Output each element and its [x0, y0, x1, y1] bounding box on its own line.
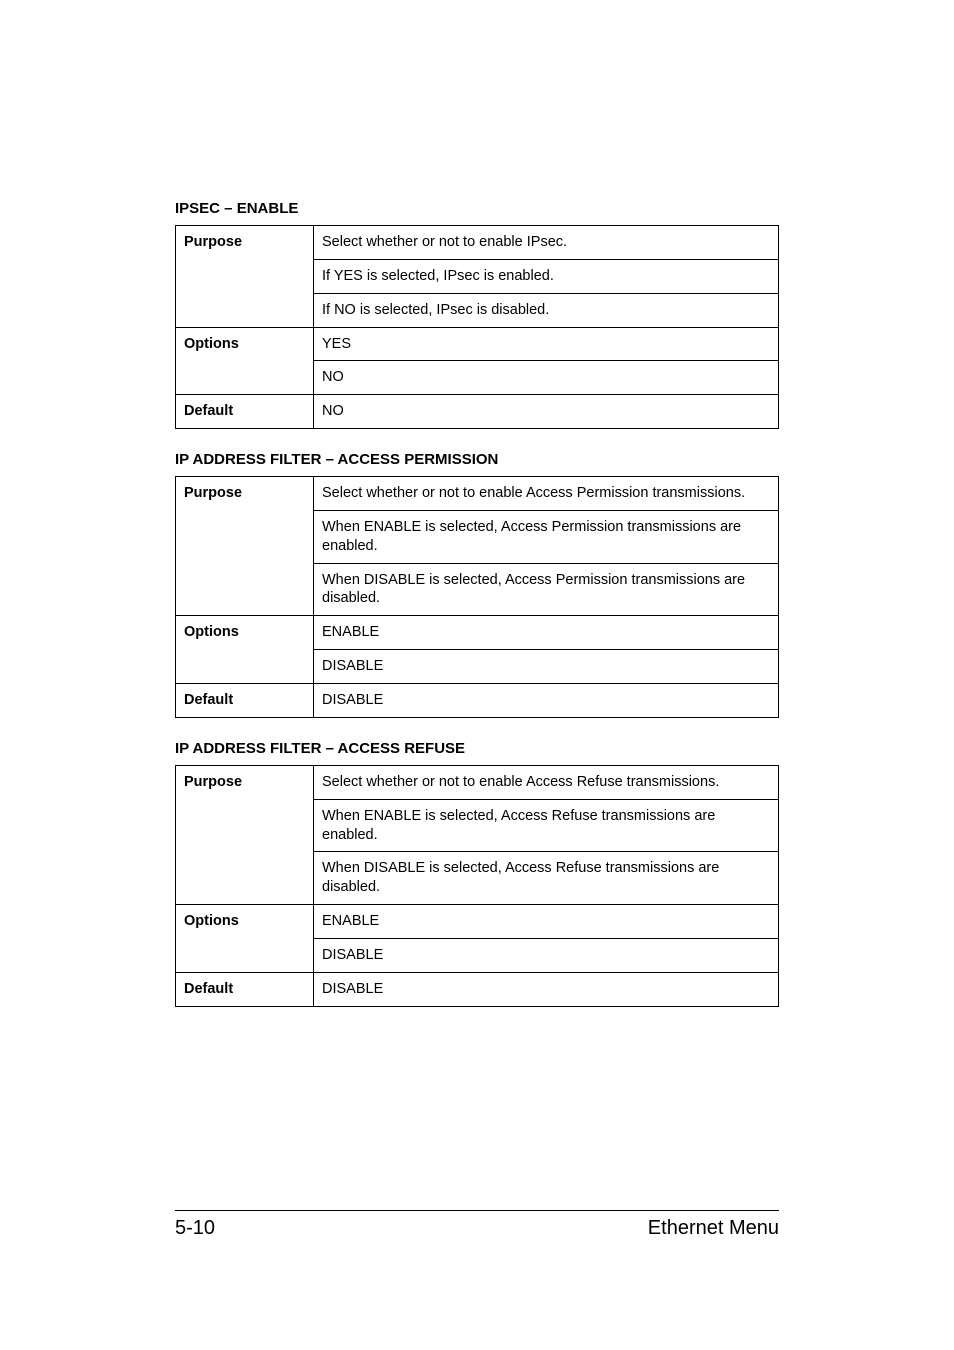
table-row: Options ENABLE [176, 905, 779, 939]
purpose-text: If YES is selected, IPsec is enabled. [314, 259, 779, 293]
footer-line: 5-10 Ethernet Menu [175, 1210, 779, 1240]
table-access-refuse: Purpose Select whether or not to enable … [175, 765, 779, 1007]
page-container: IPSEC – ENABLE Purpose Select whether or… [0, 0, 954, 1350]
options-label: Options [176, 905, 314, 973]
table-access-permission: Purpose Select whether or not to enable … [175, 476, 779, 718]
default-label: Default [176, 972, 314, 1006]
table-row: Purpose Select whether or not to enable … [176, 765, 779, 799]
section-heading-access-permission: IP ADDRESS FILTER – ACCESS PERMISSION [175, 451, 779, 468]
table-row: Default NO [176, 395, 779, 429]
table-row: Options YES [176, 327, 779, 361]
purpose-label: Purpose [176, 765, 314, 904]
options-value: ENABLE [314, 616, 779, 650]
default-value: DISABLE [314, 972, 779, 1006]
purpose-text: When ENABLE is selected, Access Permissi… [314, 510, 779, 563]
options-value: NO [314, 361, 779, 395]
options-label: Options [176, 327, 314, 395]
table-row: Options ENABLE [176, 616, 779, 650]
section-heading-ipsec-enable: IPSEC – ENABLE [175, 200, 779, 217]
options-value: ENABLE [314, 905, 779, 939]
default-label: Default [176, 683, 314, 717]
page-footer: 5-10 Ethernet Menu [175, 1210, 779, 1240]
purpose-text: Select whether or not to enable IPsec. [314, 226, 779, 260]
table-row: Default DISABLE [176, 683, 779, 717]
purpose-text: Select whether or not to enable Access P… [314, 477, 779, 511]
options-value: YES [314, 327, 779, 361]
table-row: Purpose Select whether or not to enable … [176, 226, 779, 260]
page-number: 5-10 [175, 1217, 215, 1240]
table-row: Default DISABLE [176, 972, 779, 1006]
purpose-text: If NO is selected, IPsec is disabled. [314, 293, 779, 327]
default-label: Default [176, 395, 314, 429]
options-value: DISABLE [314, 650, 779, 684]
purpose-label: Purpose [176, 477, 314, 616]
footer-section-title: Ethernet Menu [648, 1217, 779, 1240]
purpose-label: Purpose [176, 226, 314, 328]
options-value: DISABLE [314, 938, 779, 972]
options-label: Options [176, 616, 314, 684]
purpose-text: When ENABLE is selected, Access Refuse t… [314, 799, 779, 852]
purpose-text: Select whether or not to enable Access R… [314, 765, 779, 799]
purpose-text: When DISABLE is selected, Access Permiss… [314, 563, 779, 616]
default-value: NO [314, 395, 779, 429]
purpose-text: When DISABLE is selected, Access Refuse … [314, 852, 779, 905]
section-heading-access-refuse: IP ADDRESS FILTER – ACCESS REFUSE [175, 740, 779, 757]
default-value: DISABLE [314, 683, 779, 717]
table-row: Purpose Select whether or not to enable … [176, 477, 779, 511]
table-ipsec-enable: Purpose Select whether or not to enable … [175, 225, 779, 429]
